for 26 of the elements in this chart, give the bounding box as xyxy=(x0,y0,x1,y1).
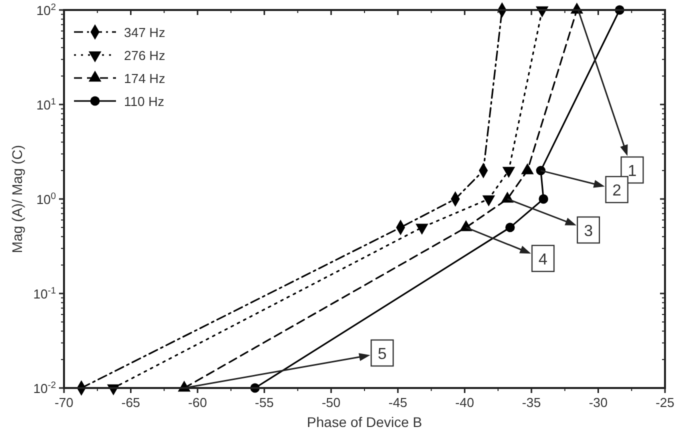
annotation: 5 xyxy=(378,346,387,363)
y-tick-label: 10$^{2}$ xyxy=(36,2,56,18)
y-tick-label: 10$^{-1}$ xyxy=(33,286,56,302)
x-tick-label: -40 xyxy=(455,395,474,410)
x-tick-label: -55 xyxy=(254,395,274,410)
legend-label: 276 Hz xyxy=(124,48,166,63)
x-axis-title: Phase of Device B xyxy=(306,414,422,430)
legend-label: 347 Hz xyxy=(124,25,166,40)
x-tick-label: -50 xyxy=(322,395,341,410)
y-tick-label: 10$^{1}$ xyxy=(36,96,56,112)
legend-label: 174 Hz xyxy=(124,71,166,86)
legend-label: 110 Hz xyxy=(124,94,164,109)
annotation: 4 xyxy=(538,251,548,268)
x-tick-label: -70 xyxy=(54,395,74,410)
x-tick-label: -35 xyxy=(522,395,541,410)
x-tick-label: -25 xyxy=(656,395,674,410)
x-tick-label: -45 xyxy=(388,395,408,410)
x-tick-label: -65 xyxy=(121,395,140,410)
y-axis-title: Mag (A)/ Mag (C) xyxy=(9,144,25,254)
annotation: 2 xyxy=(612,182,622,200)
x-tick-label: -30 xyxy=(588,395,608,410)
x-tick-label: -60 xyxy=(188,395,207,410)
annotation: 1 xyxy=(628,163,637,180)
y-tick-label: 10$^{0}$ xyxy=(36,191,56,207)
annotation: 3 xyxy=(584,223,593,240)
y-tick-label: 10$^{-2}$ xyxy=(33,380,56,396)
